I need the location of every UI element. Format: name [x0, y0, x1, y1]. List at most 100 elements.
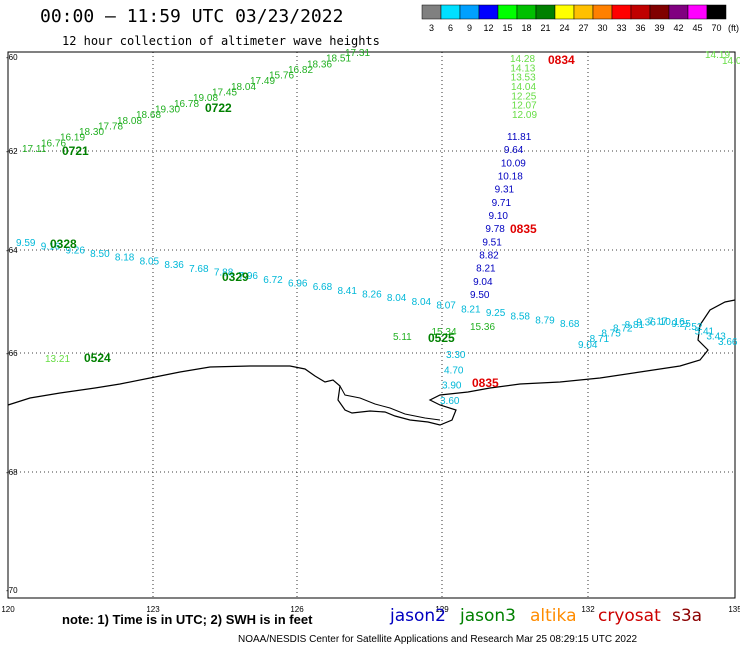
swh-value: 5.41: [695, 327, 715, 338]
swh-value: 8.75: [601, 329, 621, 340]
colorbar-legend: 3 6 9 12 15 18 21 24 27 30 33 36 39 42 45 70 (ft): [421, 4, 739, 33]
swh-value: 17.78: [98, 121, 123, 132]
swh-value: 18.08: [117, 116, 142, 127]
track-0835: 11.81 9.64 10.09 10.18 9.31 9.71 9.10 9.78 9.51 8…: [470, 132, 537, 301]
swh-value: 8.07: [436, 301, 456, 312]
swh-value: 9.59: [16, 238, 36, 249]
colorbar-tick-label: 9: [467, 23, 472, 33]
swh-value: 6.96: [288, 279, 308, 290]
footer-credit: NOAA/NESDIS Center for Satellite Applica…: [238, 634, 638, 645]
colorbar-tick-label: 15: [502, 23, 512, 33]
colorbar-swatch: [573, 4, 594, 20]
colorbar-swatch: [668, 4, 689, 20]
swh-value: 8.21: [476, 264, 496, 275]
swh-value: 15.34: [432, 327, 457, 338]
footer-note: note: 1) Time is in UTC; 2) SWH is in fe…: [62, 612, 313, 627]
swh-value: 8.81: [625, 320, 645, 331]
pass-time-label: 0722: [205, 101, 232, 115]
swh-value: 10.16: [660, 317, 685, 328]
swh-value: 8.41: [337, 286, 357, 297]
swh-value: 14.04: [511, 82, 536, 93]
swh-value: 15.36: [470, 322, 495, 333]
swh-value: 8.18: [115, 253, 135, 264]
swh-value: 17.45: [212, 88, 237, 99]
swh-value: 9.71: [492, 198, 512, 209]
colorbar-swatch: [478, 4, 499, 20]
coastline: [7, 299, 736, 426]
pass-time-label: 0834: [548, 53, 575, 67]
lon-label: 126: [290, 605, 304, 614]
swh-value: 9.26: [65, 245, 85, 256]
lat-label: -66: [6, 349, 18, 358]
colorbar-swatch: [421, 4, 442, 20]
legend-s3a: s3a: [672, 606, 703, 626]
swh-value: 9.50: [470, 290, 490, 301]
swh-value: 18.04: [231, 82, 256, 93]
swh-value: 13.53: [511, 73, 536, 84]
swh-value: 3.90: [442, 381, 462, 392]
swh-value: 7.96: [239, 271, 259, 282]
colorbar-swatch: [630, 4, 651, 20]
track-0722: 17.1116.7616.1918.3017.7818.0818.6819.30…: [22, 48, 370, 158]
colorbar-unit-label: (ft): [728, 23, 739, 33]
swh-value: 3.43: [706, 332, 726, 343]
swh-value: 8.21: [461, 304, 481, 315]
swh-value: 6.72: [263, 275, 283, 286]
swh-value: 18.51: [326, 54, 351, 65]
altimeter-tracks: 17.1116.7616.1918.3017.7818.0818.6819.30…: [16, 48, 740, 407]
swh-value: 9.10: [489, 211, 509, 222]
swh-value: 4.70: [444, 365, 464, 376]
colorbar-swatch: [611, 4, 632, 20]
pass-time-label: 0524: [84, 351, 111, 365]
swh-value: 9.16: [41, 242, 61, 253]
swh-value: 14.28: [510, 54, 535, 65]
swh-value: 14.19: [705, 50, 730, 61]
swh-value: 19.08: [193, 93, 218, 104]
swh-value: 18.68: [136, 110, 161, 121]
swh-value: 11.81: [507, 132, 532, 143]
colorbar-tick-label: 21: [540, 23, 550, 33]
colorbar-tick-label: 39: [654, 23, 664, 33]
swh-value: 8.79: [535, 315, 555, 326]
track-0329: 9.59 9.16 9.26 8.50 8.18 8.05 8.36 7.68 7.88 7.96…: [16, 237, 580, 330]
colorbar-swatch: [440, 4, 461, 20]
legend-jason2: jason2: [390, 606, 446, 626]
swh-value: 8.04: [412, 297, 432, 308]
colorbar-tick-label: 27: [578, 23, 588, 33]
colorbar-swatch: [687, 4, 708, 20]
swh-value: 9.78: [485, 224, 505, 235]
lon-label: 132: [581, 605, 595, 614]
swh-value: 7.88: [214, 267, 234, 278]
colorbar-swatch: [516, 4, 537, 20]
swh-value: 9.25: [671, 319, 691, 330]
swh-value: 10.09: [501, 158, 526, 169]
swh-value: 8.58: [511, 312, 531, 323]
swh-value: 6.68: [313, 282, 333, 293]
colorbar-tick-label: 3: [429, 23, 434, 33]
track-0525: 5.11 15.34 15.36 0525: [393, 322, 495, 345]
colorbar-tick-label: 18: [521, 23, 531, 33]
swh-value: 12.07: [512, 101, 537, 112]
swh-value: 9.36: [636, 317, 656, 328]
swh-value: 3.60: [440, 396, 460, 407]
swh-value: 7.52: [683, 322, 703, 333]
lon-label: 123: [146, 605, 160, 614]
colorbar-tick-label: 70: [711, 23, 721, 33]
swh-value: 9.25: [486, 308, 506, 319]
swh-value: 8.05: [140, 256, 160, 267]
lat-label: -60: [6, 53, 18, 62]
track-east: 9.048.718.758.728.819.367.1710.169.257.5…: [578, 317, 738, 352]
swh-value: 9.04: [578, 340, 598, 351]
swh-value: 15.76: [269, 71, 294, 82]
map-frame: [7, 51, 736, 599]
track-coast: 3.30 4.70 3.90 3.60 0835: [440, 350, 499, 407]
page-subtitle: 12 hour collection of altimeter wave hei…: [62, 34, 380, 48]
pass-time-label: 0329: [222, 270, 249, 284]
swh-value: 8.26: [362, 290, 382, 301]
pass-time-label: 0328: [50, 237, 77, 251]
colorbar-swatch: [592, 4, 613, 20]
swh-value: 8.04: [387, 293, 407, 304]
colorbar-tick-label: 33: [616, 23, 626, 33]
